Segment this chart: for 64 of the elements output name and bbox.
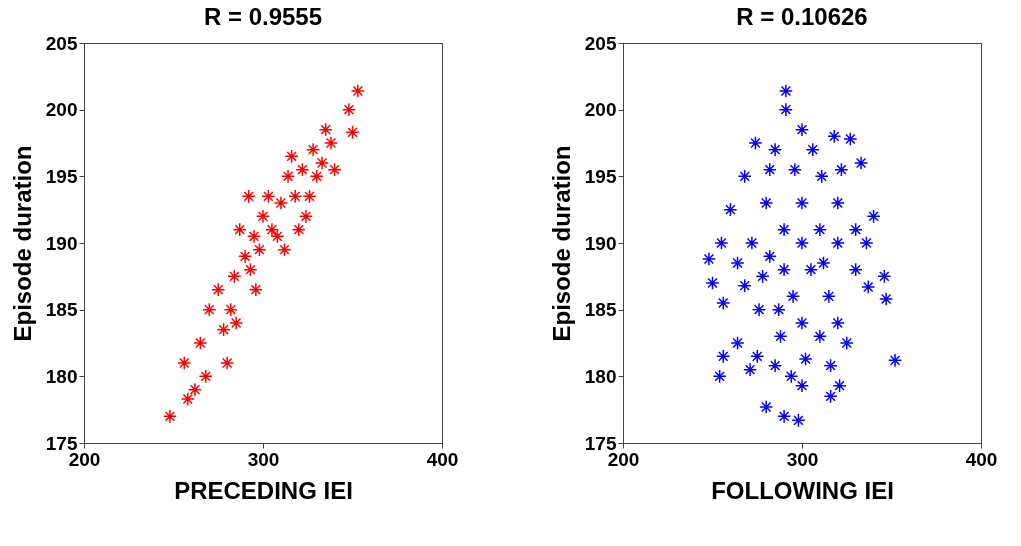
point bbox=[211, 282, 226, 297]
y-tick-label: 205 bbox=[45, 32, 78, 54]
x-tick-label: 300 bbox=[786, 448, 819, 470]
y-tick-label: 195 bbox=[584, 165, 617, 187]
point bbox=[309, 169, 324, 184]
point bbox=[246, 229, 262, 244]
point bbox=[295, 162, 310, 177]
y-tick-label: 200 bbox=[45, 99, 78, 121]
point bbox=[270, 229, 285, 244]
y-tick-label: 190 bbox=[584, 232, 617, 254]
point bbox=[341, 102, 356, 117]
point bbox=[202, 302, 217, 317]
point bbox=[193, 335, 208, 351]
y-tick-label: 175 bbox=[584, 432, 617, 454]
y-tick-label: 180 bbox=[45, 365, 78, 387]
x-tick-label: 400 bbox=[965, 448, 998, 470]
point bbox=[162, 409, 177, 424]
point bbox=[177, 355, 192, 371]
y-tick-label: 180 bbox=[584, 365, 617, 387]
point bbox=[350, 83, 365, 99]
y-axis-title: Episode duration bbox=[547, 145, 575, 342]
point bbox=[264, 222, 280, 237]
point bbox=[198, 369, 213, 384]
point bbox=[261, 189, 276, 204]
point bbox=[315, 155, 330, 171]
point bbox=[327, 162, 342, 177]
point bbox=[298, 209, 314, 224]
point bbox=[220, 355, 235, 371]
point bbox=[306, 142, 321, 157]
y-tick-label: 200 bbox=[584, 99, 617, 121]
point bbox=[232, 222, 247, 237]
y-tick-label: 175 bbox=[45, 432, 78, 454]
y-axis-title: Episode duration bbox=[8, 145, 36, 342]
point bbox=[291, 222, 306, 237]
point bbox=[187, 382, 203, 397]
x-axis-title: PRECEDING IEI bbox=[174, 476, 353, 504]
point bbox=[243, 262, 258, 277]
point bbox=[277, 242, 292, 257]
point bbox=[238, 249, 253, 264]
x-tick-label: 400 bbox=[426, 448, 459, 470]
point bbox=[284, 149, 299, 164]
point bbox=[180, 391, 195, 407]
chart-title: R = 0.9555 bbox=[203, 3, 323, 30]
point bbox=[241, 189, 256, 204]
point bbox=[302, 189, 317, 204]
y-tick-label: 185 bbox=[45, 299, 78, 321]
point bbox=[323, 135, 339, 151]
point bbox=[318, 122, 333, 137]
point bbox=[255, 209, 271, 224]
point bbox=[280, 169, 296, 184]
point bbox=[223, 302, 238, 317]
y-tick-label: 195 bbox=[45, 165, 78, 187]
point bbox=[273, 195, 288, 211]
chart-title: R = 0.10626 bbox=[736, 3, 868, 30]
x-axis-title: FOLLOWING IEI bbox=[711, 476, 894, 504]
point bbox=[248, 282, 263, 297]
y-tick-label: 190 bbox=[45, 232, 78, 254]
x-tick-label: 300 bbox=[247, 448, 280, 470]
y-tick-label: 185 bbox=[584, 299, 617, 321]
point bbox=[227, 269, 242, 284]
point bbox=[252, 242, 267, 257]
y-tick-label: 205 bbox=[584, 32, 617, 54]
point bbox=[345, 125, 360, 140]
point bbox=[288, 189, 303, 204]
